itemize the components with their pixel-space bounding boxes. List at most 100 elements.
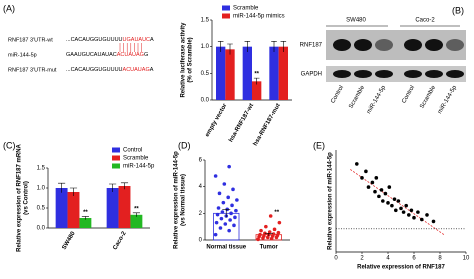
x-tick-label: 0 [334, 256, 338, 262]
blot-row: RNF187 [300, 43, 323, 49]
point [416, 210, 420, 214]
band [425, 39, 443, 51]
point [213, 232, 218, 237]
panel-label: (A) [3, 3, 15, 13]
point [232, 223, 236, 228]
band [354, 39, 372, 51]
sequence-part: UGAUAUC [123, 37, 151, 43]
point [226, 195, 230, 200]
blot-group: Caco-2 [415, 18, 435, 24]
point [383, 191, 388, 196]
band [375, 39, 393, 51]
legend-swatch [112, 147, 120, 153]
x-tick-label: Normal tissue [206, 245, 246, 251]
x-tick-label: empty vector [205, 102, 229, 138]
x-tick-label: 2 [360, 256, 364, 262]
point [387, 185, 392, 189]
y-tick-label: 0.5 [37, 206, 46, 212]
bar [278, 46, 288, 100]
error-bar [81, 216, 89, 220]
point [230, 203, 234, 208]
point [227, 164, 231, 169]
bar [130, 214, 143, 228]
point [377, 194, 381, 199]
y-tick-label: 1.0 [201, 44, 210, 50]
point [399, 206, 403, 211]
point [276, 230, 281, 235]
sequence-part: ...CACAUGGUGUUUU [66, 67, 123, 73]
point [223, 222, 228, 226]
significance: ** [83, 210, 88, 216]
point [258, 232, 262, 237]
error-bar [222, 209, 231, 218]
band [446, 70, 464, 78]
point [228, 218, 232, 222]
x-tick-label: Tumor [260, 245, 279, 251]
y-tick-label: 2 [199, 211, 203, 217]
bar [106, 188, 119, 228]
point [381, 199, 385, 203]
point [217, 191, 222, 196]
y-axis-label: Relative expression of miR-144-5p [328, 152, 334, 250]
error-bar [58, 182, 66, 193]
band [354, 70, 372, 78]
blot-row: GAPDH [301, 72, 322, 78]
y-tick-label: 0.0 [201, 98, 210, 104]
error-bar [227, 43, 233, 55]
legend-swatch [222, 13, 230, 19]
error-bar [120, 182, 129, 190]
x-tick-label: Caco-2 [112, 230, 128, 251]
x-tick-label: 4 [386, 256, 390, 262]
point [412, 215, 416, 220]
point [233, 215, 237, 220]
lane-label: Scramble [419, 84, 437, 110]
band [375, 70, 393, 78]
point [234, 208, 238, 213]
point [231, 187, 235, 192]
y-tick-label: 1.5 [201, 18, 210, 24]
x-tick-label: SW480 [62, 230, 77, 251]
point [370, 180, 375, 185]
point [425, 213, 429, 217]
y-tick-label: 1.0 [37, 186, 46, 192]
sequence-part: A [150, 67, 154, 73]
sequence-name: miR-144-5p [8, 52, 37, 58]
lane-label: Scramble [348, 84, 366, 110]
point [215, 212, 220, 217]
bar [67, 192, 80, 228]
legend-swatch [222, 5, 230, 11]
significance: ** [274, 210, 279, 216]
point [420, 217, 424, 222]
legend-swatch [112, 163, 120, 169]
y-tick-label: 1.5 [37, 166, 46, 172]
point [366, 185, 371, 189]
bar [55, 188, 68, 228]
legend-swatch [112, 155, 120, 161]
point [396, 199, 401, 203]
x-tick-label: 8 [438, 256, 442, 262]
sequence: ...CACAUGGUGUUUUUGAUAUCA [66, 37, 154, 43]
error-bar [253, 77, 260, 85]
error-bar [132, 212, 140, 217]
point [219, 216, 224, 221]
point [227, 228, 231, 233]
point [431, 219, 436, 224]
sequence-name: RNF187 3'UTR-wt [8, 37, 53, 43]
error-bar [217, 41, 224, 52]
point [222, 182, 227, 186]
sequence: ...CACAUGGUGUUUUACUAUAGA [66, 67, 154, 73]
point [271, 232, 276, 236]
point [268, 214, 273, 218]
error-bar [244, 41, 251, 52]
band [404, 70, 422, 78]
error-bar [264, 233, 273, 236]
band [425, 70, 443, 78]
y-tick-label: 6 [199, 158, 203, 164]
lane-label: miR-144-5p [437, 84, 458, 115]
legend-label: Control [123, 148, 142, 154]
legend-label: miR-144-5p [123, 164, 155, 170]
point [409, 208, 414, 213]
sequence-part: A [150, 37, 154, 43]
x-tick-label: 10 [463, 256, 470, 262]
